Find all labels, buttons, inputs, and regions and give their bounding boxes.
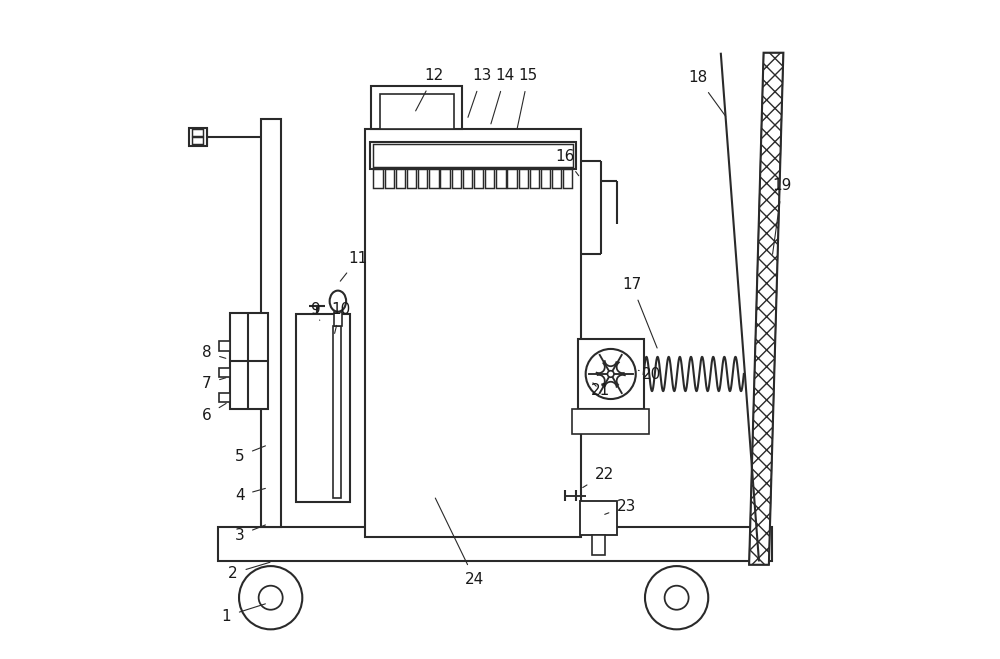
Text: 3: 3 xyxy=(235,525,265,542)
Bar xyxy=(507,169,517,188)
Bar xyxy=(418,169,427,188)
Text: 23: 23 xyxy=(605,499,636,515)
Bar xyxy=(592,535,605,555)
Text: 5: 5 xyxy=(235,446,265,463)
Bar xyxy=(219,341,230,351)
Circle shape xyxy=(665,586,689,610)
Bar xyxy=(530,169,539,188)
Bar xyxy=(463,169,472,188)
Bar xyxy=(541,169,550,188)
Bar xyxy=(192,129,203,136)
Bar xyxy=(230,313,268,409)
Text: 17: 17 xyxy=(622,277,657,348)
Text: 24: 24 xyxy=(435,498,485,587)
Bar xyxy=(485,169,494,188)
Bar xyxy=(452,169,461,188)
Bar xyxy=(440,169,450,188)
Bar xyxy=(189,128,207,146)
Text: 15: 15 xyxy=(517,69,538,129)
Text: 1: 1 xyxy=(222,604,265,623)
Bar xyxy=(572,409,649,434)
Text: 14: 14 xyxy=(491,69,515,124)
Bar xyxy=(580,501,617,535)
Bar xyxy=(365,129,581,537)
Bar xyxy=(519,169,528,188)
Circle shape xyxy=(259,586,283,610)
Bar xyxy=(219,368,230,377)
Bar xyxy=(370,142,576,169)
Text: 2: 2 xyxy=(228,562,270,581)
Bar xyxy=(333,326,341,498)
Text: 9: 9 xyxy=(311,302,320,320)
Bar xyxy=(385,169,394,188)
Text: 11: 11 xyxy=(340,251,368,281)
Circle shape xyxy=(607,371,614,377)
Bar xyxy=(296,314,350,502)
Circle shape xyxy=(239,566,302,629)
Bar xyxy=(373,144,573,167)
Text: 16: 16 xyxy=(555,150,579,176)
Text: 20: 20 xyxy=(638,367,661,382)
Text: 10: 10 xyxy=(331,302,350,333)
Bar xyxy=(578,339,644,409)
Text: 19: 19 xyxy=(772,179,792,254)
Polygon shape xyxy=(749,53,783,565)
Bar xyxy=(429,169,439,188)
Text: 4: 4 xyxy=(235,488,265,503)
Bar xyxy=(219,393,230,402)
Bar xyxy=(218,527,772,561)
Bar xyxy=(334,312,342,326)
Bar xyxy=(396,169,405,188)
Bar xyxy=(192,137,203,144)
Text: 22: 22 xyxy=(583,467,614,488)
Text: 8: 8 xyxy=(202,345,226,360)
Bar xyxy=(371,86,462,129)
Bar xyxy=(407,169,416,188)
Text: 21: 21 xyxy=(591,383,610,397)
Bar xyxy=(563,169,572,188)
Ellipse shape xyxy=(330,291,346,312)
Bar xyxy=(261,119,281,527)
Circle shape xyxy=(645,566,708,629)
Text: 6: 6 xyxy=(202,403,226,422)
Text: 7: 7 xyxy=(202,376,226,391)
Text: 18: 18 xyxy=(688,71,726,117)
Bar xyxy=(380,94,454,129)
Circle shape xyxy=(586,349,636,399)
Text: 13: 13 xyxy=(468,69,492,117)
Bar xyxy=(373,169,383,188)
Bar xyxy=(496,169,506,188)
Text: 12: 12 xyxy=(416,69,444,111)
Bar xyxy=(474,169,483,188)
Bar xyxy=(552,169,561,188)
